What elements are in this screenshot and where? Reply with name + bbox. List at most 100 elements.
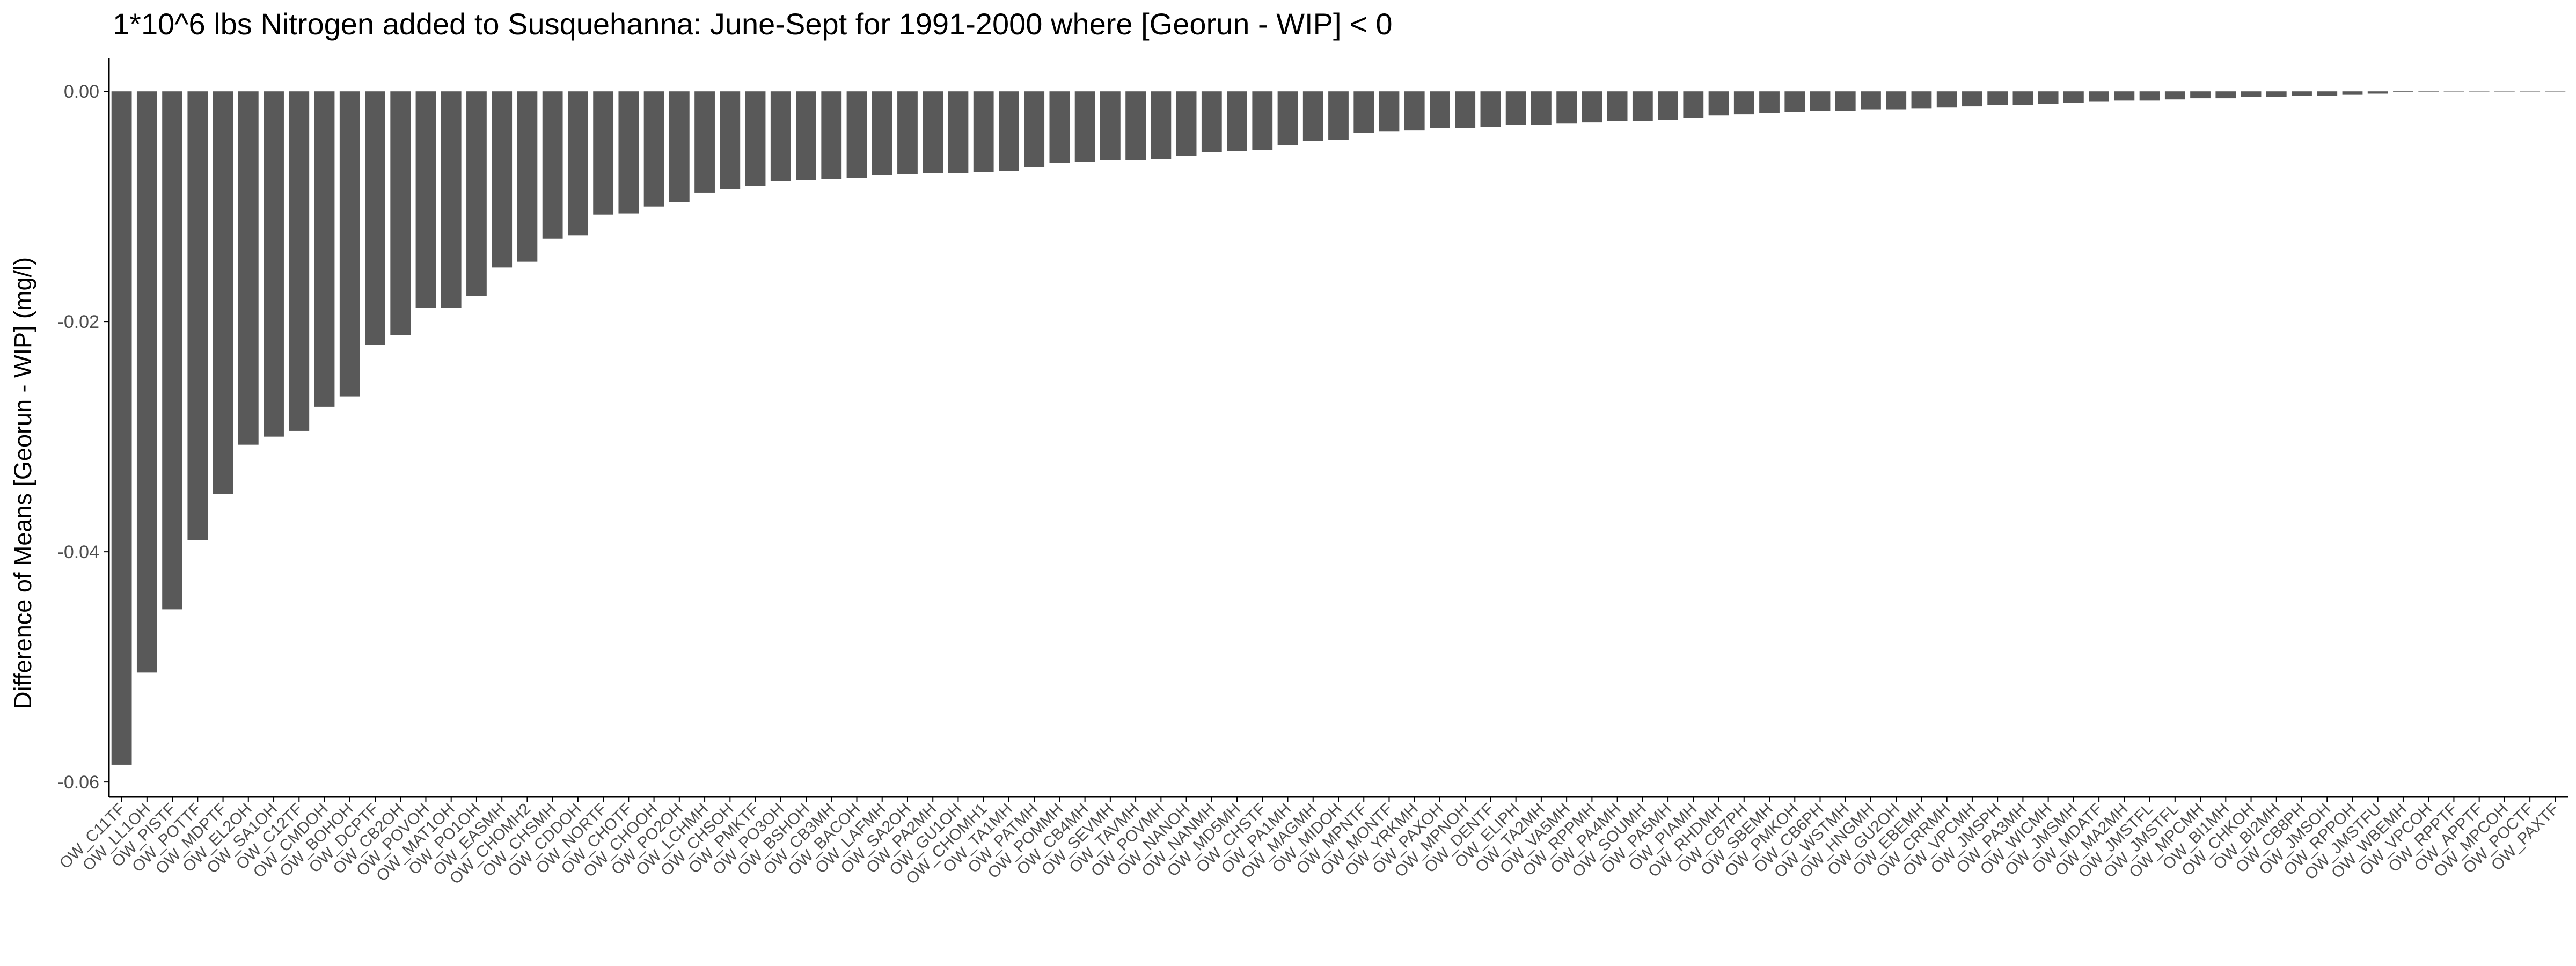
bar-ow-povmh [1151, 91, 1172, 159]
bar-ow-gu2oh [1886, 91, 1907, 110]
bar-ow-apptf [2469, 91, 2490, 92]
bar-ow-poctf [2520, 91, 2541, 92]
bar-ow-ma2mh [2114, 91, 2135, 101]
bar-ow-pmktf [745, 91, 766, 186]
bar-ow-cb3mh [821, 91, 842, 179]
bar-ow-chotf [618, 91, 639, 214]
bars-layer [111, 91, 2566, 765]
bar-ow-crrmh [1936, 91, 1957, 108]
bar-ow-sevmh [1100, 91, 1121, 160]
bar-ow-montf [1379, 91, 1400, 132]
bar-ow-mpnoh [1455, 91, 1476, 128]
bar-ow-paxoh [1430, 91, 1450, 128]
y-tick-label: 0.00 [64, 82, 99, 102]
bar-ow-pa4mh [1607, 91, 1628, 121]
bar-ow-sbemh [1759, 91, 1780, 113]
bar-ow-pommh [1049, 91, 1070, 163]
bar-ow-cb8ph [2292, 91, 2312, 96]
bar-ow-chomh2 [517, 91, 538, 262]
bar-ow-pistf [162, 91, 182, 610]
bar-ow-lchmh [694, 91, 715, 193]
bar-ow-chsoh [720, 91, 741, 189]
bar-ow-jmsph [1987, 91, 2008, 105]
bar-ow-patmh [1024, 91, 1045, 167]
y-axis-title: Difference of Means [Georun - WIP] (mg/l… [9, 257, 36, 709]
bar-ow-soumh [1632, 91, 1653, 121]
y-axis-ticks: 0.00 -0.02 -0.04 -0.06 [58, 82, 109, 793]
bar-ow-chooh [643, 91, 664, 207]
bar-ow-cb7ph [1733, 91, 1754, 115]
bar-ow-cmdoh [314, 91, 335, 407]
bar-ow-povoh [415, 91, 436, 308]
bar-ow-el2oh [238, 91, 259, 445]
bar-ow-pottf [187, 91, 208, 540]
bar-ow-ll1oh [136, 91, 157, 673]
bar-ow-paxtf [2545, 91, 2566, 92]
bar-ow-mdptf [213, 91, 233, 494]
bar-ow-va5mh [1556, 91, 1577, 124]
y-tick-label: -0.06 [58, 772, 100, 793]
bar-ow-sa2oh [897, 91, 918, 174]
bar-ow-rppmh [1582, 91, 1602, 123]
bar-ow-chstf [1252, 91, 1273, 150]
bar-ow-jmsoh [2317, 91, 2338, 96]
bar-ow-c11tf [111, 91, 132, 765]
bar-ow-jmsmh [2063, 91, 2084, 103]
bar-ow-yrkmh [1404, 91, 1425, 131]
bar-ow-nortf [593, 91, 614, 215]
bar-ow-cb6ph [1810, 91, 1831, 111]
bar-ow-cddoh [567, 91, 588, 236]
bar-ow-pa2mh [923, 91, 943, 173]
bar-ow-hngmh [1861, 91, 1881, 110]
bar-ow-easmh [492, 91, 513, 268]
bar-ow-bshoh [796, 91, 816, 180]
bar-ow-midoh [1328, 91, 1349, 140]
bar-ow-po1oh [466, 91, 487, 296]
bar-ow-jmstfl [2139, 91, 2160, 101]
bar-ow-rpptf [2443, 91, 2464, 92]
bar-ow-bacoh [846, 91, 867, 178]
bar-ow-vpcmh [1962, 91, 1982, 107]
bar-ow-pmkoh [1784, 91, 1805, 112]
bar-ow-cb2oh [390, 91, 411, 335]
bar-ow-chomh1 [973, 91, 994, 172]
y-tick-label: -0.02 [58, 312, 100, 332]
bar-ow-vpcoh [2418, 91, 2439, 92]
bar-ow-pa5mh [1658, 91, 1678, 120]
bar-ow-piamh [1683, 91, 1704, 118]
bar-ow-gu1oh [948, 91, 969, 173]
bar-ow-mat1oh [441, 91, 462, 308]
bar-ow-ta1mh [999, 91, 1019, 171]
bar-ow-rhdmh [1708, 91, 1729, 116]
bar-ow-wbemh [2393, 91, 2413, 92]
bar-ow-pa3mh [2012, 91, 2033, 105]
bar-ow-tavmh [1125, 91, 1146, 160]
bar-ow-bohoh [339, 91, 360, 397]
x-axis-ticks: OW_C11TFOW_LL1OHOW_PISTFOW_POTTFOW_MDPTF… [56, 797, 2562, 888]
bar-ow-rppoh [2342, 91, 2363, 95]
bar-ow-ebemh [1911, 91, 1932, 109]
bar-ow-mpcmh [2190, 91, 2211, 99]
bar-ow-nanoh [1176, 91, 1197, 156]
bar-ow-wicmh [2038, 91, 2059, 104]
bar-ow-md5mh [1227, 91, 1247, 151]
bar-ow-cb4mh [1074, 91, 1095, 162]
y-tick-label: -0.04 [58, 542, 100, 562]
bar-ow-chkoh [2241, 91, 2262, 97]
bar-ow-dcptf [365, 91, 385, 345]
bar-ow-mdatf [2089, 91, 2110, 102]
bar-ow-c12tf [289, 91, 310, 431]
bar-ow-eliph [1505, 91, 1526, 125]
bar-ow-mpntf [1353, 91, 1374, 133]
bar-ow-po2oh [669, 91, 690, 202]
bar-ow-wstmh [1835, 91, 1856, 111]
bar-ow-dentf [1480, 91, 1501, 127]
bar-ow-pa1mh [1277, 91, 1298, 146]
bar-ow-lafmh [872, 91, 892, 175]
bar-ow-mpcoh [2494, 91, 2515, 92]
bar-ow-nanmh [1201, 91, 1222, 152]
bar-ow-sa1oh [264, 91, 284, 437]
bar-ow-bi1mh [2215, 91, 2236, 99]
bar-ow-jmstfu [2367, 91, 2388, 94]
